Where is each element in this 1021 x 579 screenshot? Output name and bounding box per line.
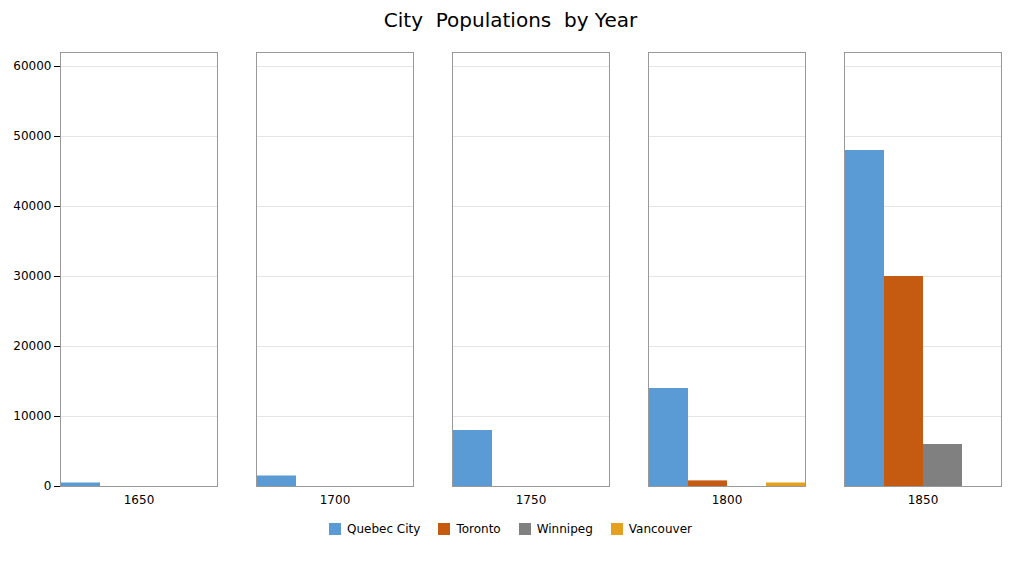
svg-text:0: 0 xyxy=(44,479,52,493)
svg-text:10000: 10000 xyxy=(13,409,51,423)
html-text:Vancouver: Vancouver xyxy=(628,522,692,536)
svg-text:40000: 40000 xyxy=(13,199,51,213)
svg-text:1850: 1850 xyxy=(908,493,939,507)
html-text:Toronto: Toronto xyxy=(456,522,501,536)
svg-text:30000: 30000 xyxy=(13,269,51,283)
svg-text:1650: 1650 xyxy=(124,493,155,507)
svg-text:20000: 20000 xyxy=(13,339,51,353)
html-text:Quebec City: Quebec City xyxy=(347,522,421,536)
svg-text:1700: 1700 xyxy=(320,493,351,507)
html-text:Winnipeg: Winnipeg xyxy=(536,522,593,536)
svg-text:50000: 50000 xyxy=(13,129,51,143)
svg-text:1750: 1750 xyxy=(516,493,547,507)
svg-text:60000: 60000 xyxy=(13,59,51,73)
svg-text:1800: 1800 xyxy=(712,493,743,507)
html-text:City Populations by Year: City Populations by Year xyxy=(383,8,638,32)
